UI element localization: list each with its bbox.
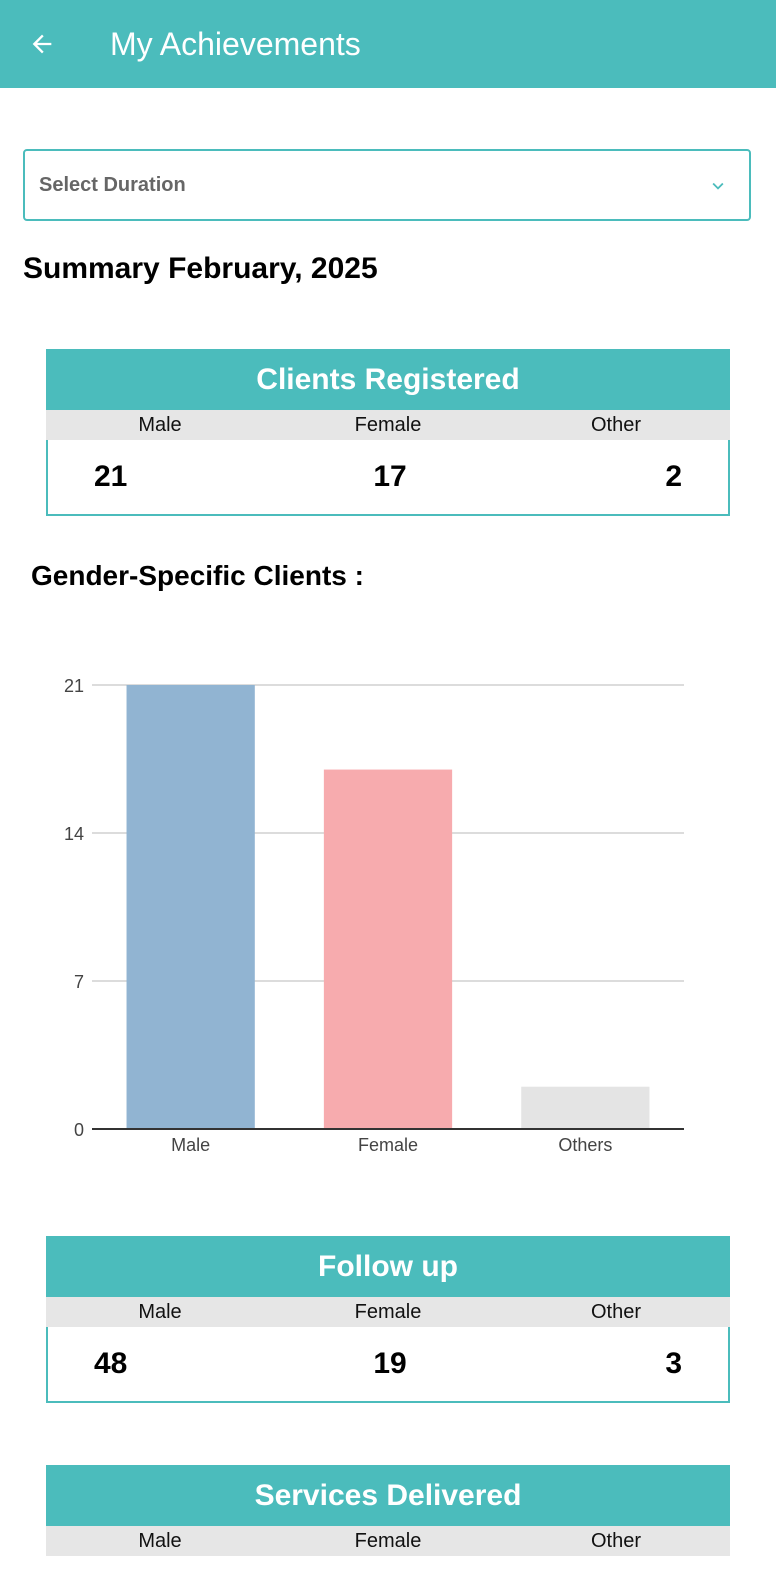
label-other: Other	[590, 413, 642, 436]
chevron-down-icon	[712, 182, 724, 190]
services-delivered-title: Services Delivered	[46, 1465, 730, 1526]
y-tick-label: 14	[64, 824, 84, 844]
label-female: Female	[354, 1300, 422, 1323]
value-other: 2	[665, 460, 682, 493]
follow-up-title: Follow up	[46, 1236, 730, 1297]
label-male: Male	[138, 1529, 182, 1552]
services-delivered-card: Services Delivered Male Female Other	[46, 1465, 730, 1556]
value-male: 48	[94, 1347, 128, 1380]
clients-registered-values: 21 17 2	[46, 440, 730, 516]
bar-male	[126, 685, 255, 1129]
chart-heading: Gender-Specific Clients :	[31, 560, 364, 591]
app-bar: My Achievements	[0, 0, 776, 88]
duration-select[interactable]: Select Duration	[23, 149, 751, 221]
summary-title: Summary February, 2025	[23, 252, 378, 285]
y-tick-label: 7	[74, 972, 84, 992]
value-female: 19	[373, 1347, 407, 1380]
label-female: Female	[354, 413, 422, 436]
follow-up-values: 48 19 3	[46, 1327, 730, 1403]
label-female: Female	[354, 1529, 422, 1552]
follow-up-card: Follow up Male Female Other 48 19 3	[46, 1236, 730, 1403]
bar-female	[323, 769, 453, 1129]
x-tick-label: Female	[358, 1135, 418, 1155]
value-other: 3	[665, 1347, 682, 1380]
y-tick-label: 0	[74, 1120, 84, 1140]
value-female: 17	[373, 460, 407, 493]
duration-select-placeholder: Select Duration	[39, 174, 186, 196]
value-male: 21	[94, 460, 128, 493]
gender-bar-chart: 0 7 14 21 Male Female Others	[64, 676, 684, 1155]
follow-up-labels: Male Female Other	[46, 1297, 730, 1327]
page-title: My Achievements	[110, 26, 361, 62]
bar-others	[521, 1086, 650, 1129]
x-tick-label: Others	[558, 1135, 612, 1155]
y-tick-label: 21	[64, 676, 84, 696]
label-other: Other	[590, 1529, 642, 1552]
label-other: Other	[590, 1300, 642, 1323]
x-tick-label: Male	[171, 1135, 210, 1155]
clients-registered-labels: Male Female Other	[46, 410, 730, 440]
arrow-left-icon	[32, 34, 52, 54]
label-male: Male	[138, 1300, 182, 1323]
label-male: Male	[138, 413, 182, 436]
clients-registered-card: Clients Registered Male Female Other 21 …	[46, 349, 730, 516]
clients-registered-title: Clients Registered	[46, 349, 730, 410]
back-button[interactable]	[20, 22, 64, 66]
services-delivered-labels: Male Female Other	[46, 1526, 730, 1556]
